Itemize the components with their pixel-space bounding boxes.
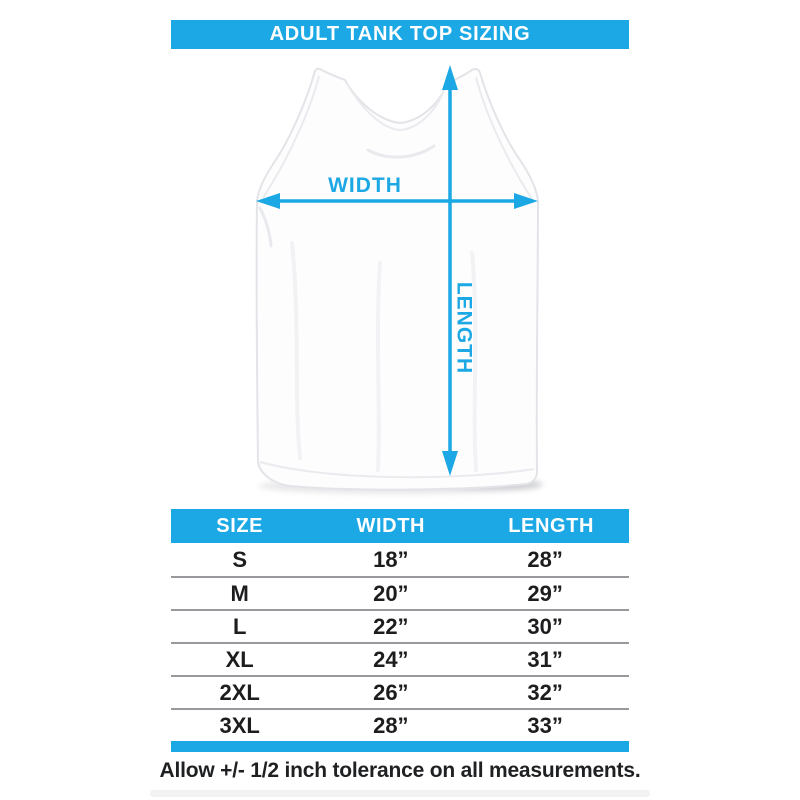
chest-shade xyxy=(366,144,436,159)
width-arrowhead-left xyxy=(256,193,280,209)
size-cell: L xyxy=(232,613,247,639)
fold-line xyxy=(470,251,478,472)
column-header-width: WIDTH xyxy=(356,514,426,537)
size-cell: XL xyxy=(225,646,254,672)
length-arrowhead-bottom xyxy=(442,451,458,476)
tank-top-illustration xyxy=(255,67,540,491)
fold-line xyxy=(375,261,382,472)
width-cell: 24” xyxy=(373,646,409,672)
page-title: ADULT TANK TOP SIZING xyxy=(269,23,531,45)
width-cell: 26” xyxy=(373,679,409,705)
column-header-size: SIZE xyxy=(216,514,264,537)
neckband xyxy=(346,83,446,132)
length-cell: 33” xyxy=(527,712,563,738)
length-cell: 31” xyxy=(527,646,563,672)
size-cell: M xyxy=(230,580,249,606)
width-cell: 22” xyxy=(373,613,409,639)
width-cell: 28” xyxy=(373,712,409,738)
underarm-shade xyxy=(258,206,273,248)
width-cell: 20” xyxy=(373,580,409,606)
fold-line xyxy=(290,241,302,460)
length-cell: 32” xyxy=(527,679,563,705)
size-table: SIZE WIDTH LENGTH S 18” 28” M 20” 29” L … xyxy=(171,509,629,752)
length-arrowhead-top xyxy=(442,65,458,90)
width-label: WIDTH xyxy=(328,174,402,197)
length-cell: 28” xyxy=(527,546,563,572)
table-row-l: L 22” 30” xyxy=(171,609,629,642)
tank-top-diagram: WIDTH LENGTH xyxy=(255,65,543,494)
length-cell: 30” xyxy=(527,613,563,639)
right-armhole-seam xyxy=(475,76,533,200)
width-arrowhead-right xyxy=(514,193,538,209)
table-row-m: M 20” 29” xyxy=(171,576,629,609)
size-cell: 2XL xyxy=(219,679,260,705)
left-armhole-seam xyxy=(262,75,320,199)
size-cell: S xyxy=(232,546,248,572)
length-label: LENGTH xyxy=(452,282,475,374)
hem-seam xyxy=(259,461,535,479)
length-arrow: LENGTH xyxy=(442,65,475,476)
title-bar: ADULT TANK TOP SIZING xyxy=(171,20,629,49)
table-row-2xl: 2XL 26” 32” xyxy=(171,675,629,708)
table-row-xl: XL 24” 31” xyxy=(171,642,629,675)
tolerance-note: Allow +/- 1/2 inch tolerance on all meas… xyxy=(159,759,641,782)
table-header-row: SIZE WIDTH LENGTH xyxy=(171,509,629,543)
bottom-shadow-strip xyxy=(150,790,650,797)
table-bottom-bar xyxy=(171,741,629,752)
width-cell: 18” xyxy=(373,546,409,572)
length-cell: 29” xyxy=(527,580,563,606)
size-cell: 3XL xyxy=(219,712,260,738)
table-row-s: S 18” 28” xyxy=(171,543,629,576)
width-arrow: WIDTH xyxy=(256,174,538,209)
column-header-length: LENGTH xyxy=(508,514,595,537)
table-row-3xl: 3XL 28” 33” xyxy=(171,708,629,741)
